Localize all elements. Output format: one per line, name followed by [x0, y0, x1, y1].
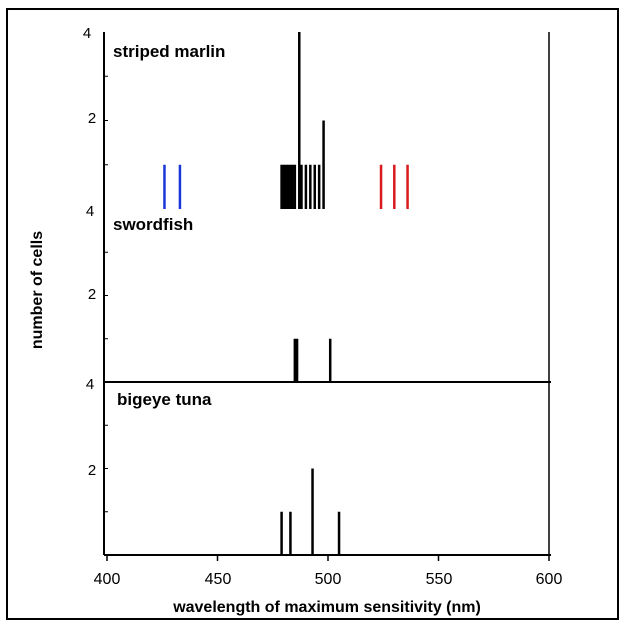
axes: [103, 32, 551, 561]
y-tick-2-bottom: 2: [88, 462, 96, 479]
y-tick-4-top: 4: [83, 25, 91, 42]
x-tick-450: 450: [205, 571, 232, 588]
bars: [163, 32, 409, 555]
panel-title-bigeye-tuna: bigeye tuna: [117, 390, 212, 409]
x-tick-400: 400: [94, 571, 121, 588]
x-tick-600: 600: [536, 571, 563, 588]
y-tick-2-middle: 2: [88, 286, 96, 303]
panel-title-striped-marlin: striped marlin: [113, 42, 225, 61]
x-tick-500: 500: [315, 571, 342, 588]
y-tick-4-middle: 4: [86, 203, 94, 220]
x-axis-label: wavelength of maximum sensitivity (nm): [172, 599, 481, 616]
panel-title-swordfish: swordfish: [113, 215, 193, 234]
y-tick-4-bottom: 4: [86, 376, 94, 393]
x-tick-550: 550: [426, 571, 453, 588]
y-tick-2-top: 2: [88, 110, 96, 127]
y-axis-label: number of cells: [29, 231, 46, 349]
